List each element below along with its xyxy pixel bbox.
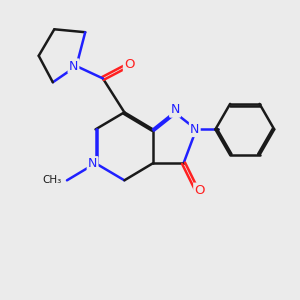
Text: CH₃: CH₃ xyxy=(42,175,62,185)
Text: N: N xyxy=(88,157,97,170)
Text: N: N xyxy=(170,103,180,116)
Text: O: O xyxy=(124,58,135,71)
Text: N: N xyxy=(69,60,78,73)
Text: O: O xyxy=(194,184,205,197)
Text: N: N xyxy=(190,123,200,136)
